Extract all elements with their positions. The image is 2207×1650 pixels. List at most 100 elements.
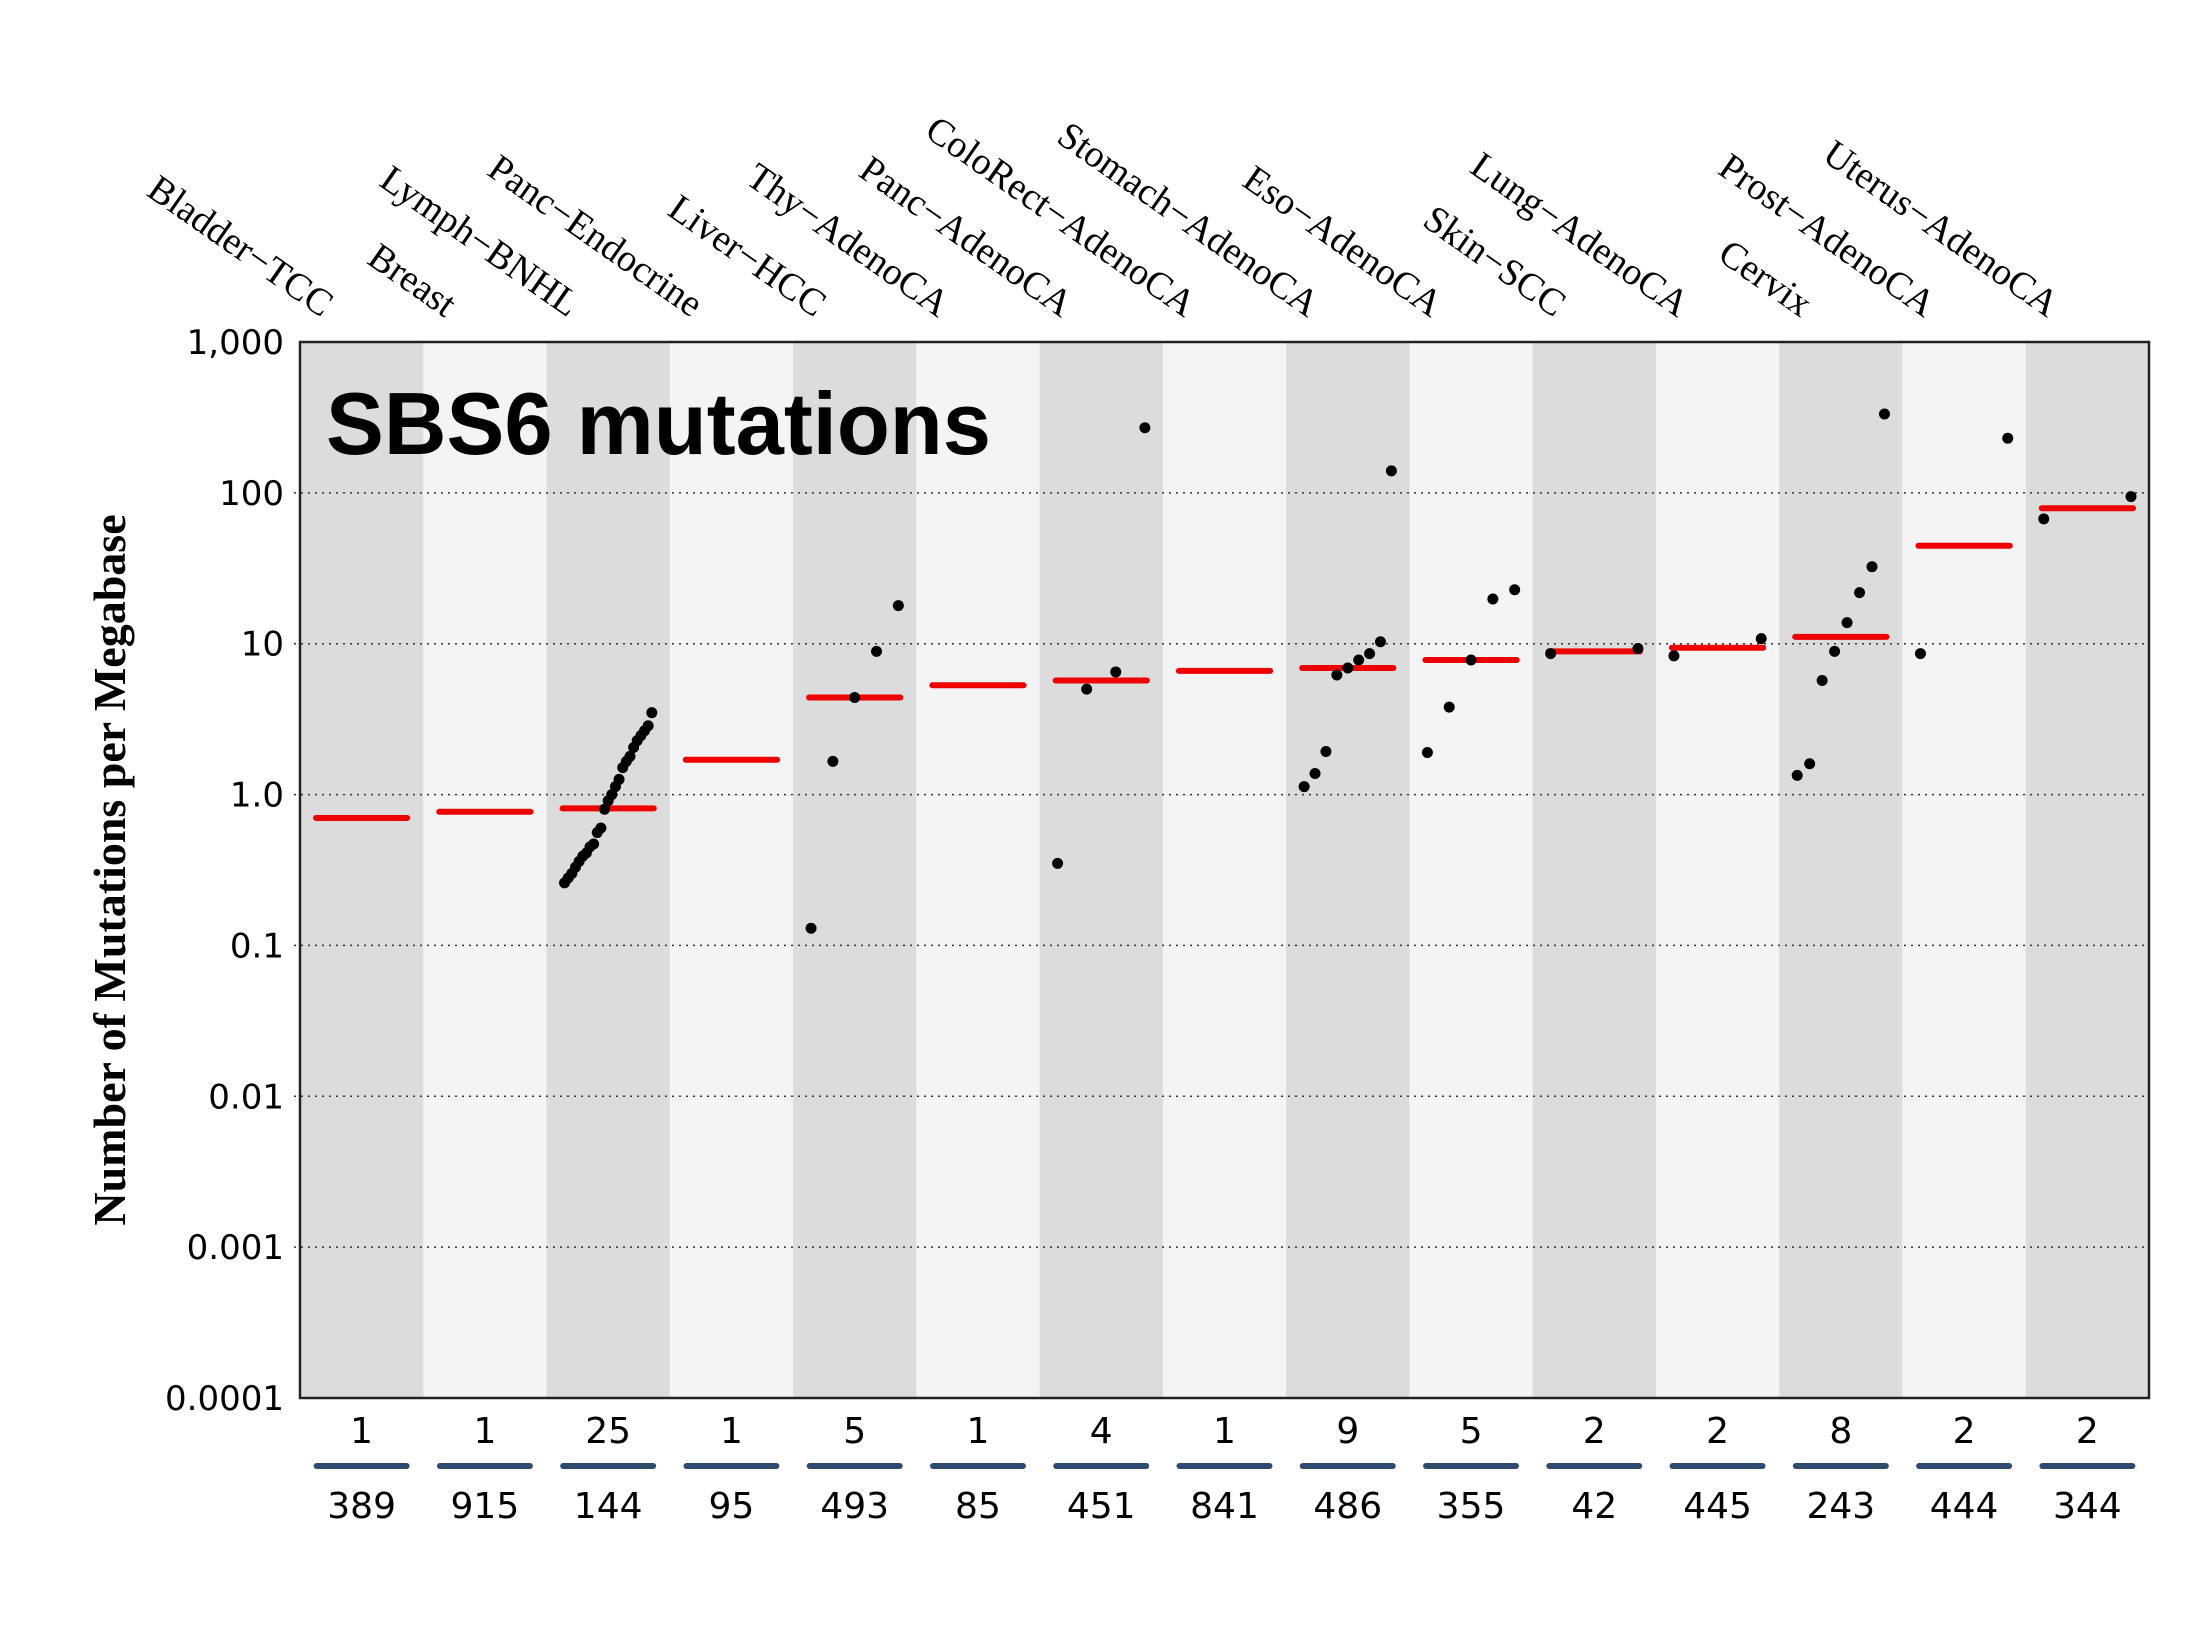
category-band	[1779, 342, 1903, 1398]
data-point	[1309, 767, 1321, 779]
total-sample-count: 85	[955, 1486, 1001, 1527]
data-point	[1139, 422, 1151, 434]
category-band	[1409, 342, 1534, 1398]
category-band	[916, 342, 1041, 1398]
signature-sample-count: 2	[2076, 1411, 2099, 1452]
gridlines	[294, 492, 2149, 1248]
category-labels: Bladder−TCC BreastLymph−BNHLPanc−Endocrin…	[140, 108, 2067, 326]
data-point	[849, 692, 861, 704]
category-band	[423, 342, 548, 1398]
signature-sample-count: 4	[1090, 1411, 1113, 1452]
data-point	[805, 922, 817, 934]
data-point	[1545, 648, 1557, 660]
data-point	[1443, 701, 1455, 713]
category-bands	[300, 342, 2150, 1398]
signature-sample-count: 25	[585, 1411, 631, 1452]
y-tick-label: 0.01	[208, 1077, 284, 1117]
category-label: Breast	[360, 235, 464, 325]
data-point	[1353, 654, 1365, 666]
signature-sample-count: 1	[967, 1411, 990, 1452]
data-point	[1841, 617, 1853, 629]
y-tick-label: 100	[219, 474, 284, 514]
data-point	[1854, 587, 1866, 599]
total-sample-count: 144	[574, 1486, 643, 1527]
data-point	[1755, 633, 1767, 645]
total-sample-count: 493	[820, 1486, 889, 1527]
total-sample-count: 42	[1571, 1486, 1617, 1527]
data-point	[1668, 650, 1680, 662]
data-point	[1465, 654, 1477, 666]
data-point	[1804, 758, 1816, 770]
data-point	[1914, 648, 1926, 660]
sample-counts: 1 389 1 915 25 144 1 95 5 493 1 85 4 451 1 841 9 486 5 355 2…	[313, 1411, 2136, 1527]
data-point	[646, 707, 658, 719]
data-point	[1364, 648, 1376, 660]
data-point	[827, 755, 839, 767]
signature-sample-count: 5	[1460, 1411, 1483, 1452]
data-point	[642, 720, 654, 732]
category-band	[546, 342, 671, 1398]
signature-sample-count: 1	[720, 1411, 743, 1452]
data-point	[613, 773, 625, 785]
data-point	[1509, 584, 1521, 596]
total-sample-count: 243	[1806, 1486, 1875, 1527]
data-point	[2038, 513, 2050, 525]
data-points	[559, 408, 2137, 934]
total-sample-count: 841	[1190, 1486, 1259, 1527]
signature-sample-count: 9	[1336, 1411, 1359, 1452]
y-tick-label: 0.0001	[165, 1379, 284, 1419]
total-sample-count: 444	[1930, 1486, 1999, 1527]
category-band	[1655, 342, 1780, 1398]
category-band	[793, 342, 917, 1398]
category-label: Cervix	[1711, 232, 1820, 326]
data-point	[892, 600, 904, 612]
category-band	[300, 342, 424, 1398]
total-sample-count: 451	[1067, 1486, 1136, 1527]
signature-sample-count: 1	[1213, 1411, 1236, 1452]
data-point	[1320, 745, 1332, 757]
data-point	[1081, 683, 1093, 695]
signature-sample-count: 1	[473, 1411, 496, 1452]
data-point	[1487, 593, 1499, 605]
y-tick-label: 1,000	[187, 323, 284, 363]
data-point	[1110, 666, 1122, 678]
y-tick-label: 0.001	[187, 1228, 284, 1268]
data-point	[599, 803, 611, 815]
data-point	[624, 750, 636, 762]
data-point	[588, 838, 600, 850]
y-axis-label: Number of Mutations per Megabase	[84, 514, 135, 1225]
data-point	[1374, 636, 1386, 648]
y-tick-label: 10	[241, 625, 284, 665]
data-point	[1385, 465, 1397, 477]
data-point	[2125, 491, 2137, 503]
data-point	[871, 645, 883, 657]
category-band	[669, 342, 794, 1398]
signature-sample-count: 2	[1953, 1411, 1976, 1452]
signature-sample-count: 1	[350, 1411, 373, 1452]
data-point	[1866, 561, 1878, 573]
chart-title: SBS6 mutations	[326, 374, 991, 473]
category-band	[1039, 342, 1164, 1398]
plot-frame	[298, 340, 2151, 1400]
category-band	[1532, 342, 1657, 1398]
data-point	[2002, 432, 2014, 444]
data-point	[1331, 669, 1343, 681]
category-label: Panc−Endocrine	[480, 147, 710, 326]
signature-sample-count: 5	[843, 1411, 866, 1452]
data-point	[1816, 675, 1828, 687]
total-sample-count: 389	[327, 1486, 396, 1527]
total-sample-count: 445	[1683, 1486, 1752, 1527]
total-sample-count: 95	[709, 1486, 755, 1527]
data-point	[1298, 781, 1310, 793]
data-point	[1878, 408, 1890, 420]
data-point	[595, 822, 607, 834]
data-point	[1791, 769, 1803, 781]
data-point	[1421, 747, 1433, 759]
signature-sample-count: 8	[1829, 1411, 1852, 1452]
category-band	[1162, 342, 1287, 1398]
category-band	[1902, 342, 2027, 1398]
data-point	[1829, 645, 1841, 657]
total-sample-count: 915	[451, 1486, 520, 1527]
y-tick-label: 0.1	[230, 926, 284, 966]
